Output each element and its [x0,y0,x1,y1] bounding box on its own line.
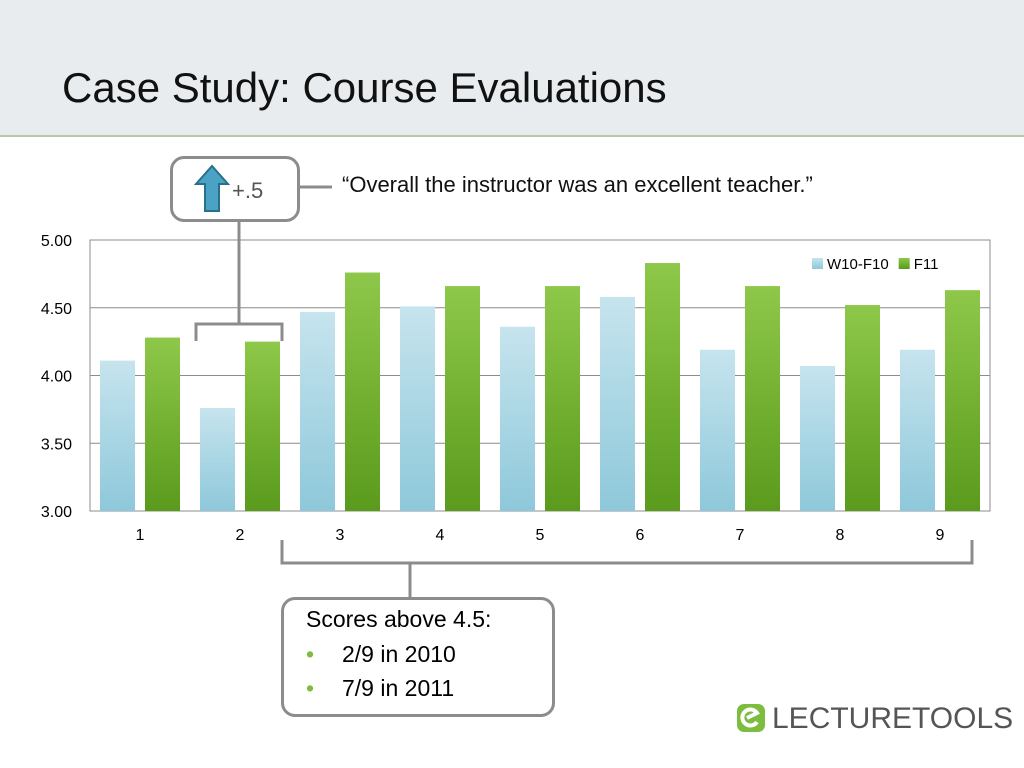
bar-f11 [245,341,280,511]
bar-f11 [345,272,380,511]
bullet-item: • 2/9 in 2010 [306,641,456,667]
slide-header [0,0,1024,137]
y-tick-label: 3.00 [41,504,72,521]
scores-bracket [280,540,974,565]
y-tick-label: 4.00 [41,369,72,386]
evaluation-quote: “Overall the instructor was an excellent… [342,172,813,197]
bar-f11 [845,305,880,511]
lecturetools-logo-icon [737,704,765,732]
bar-w10-f10 [700,349,735,511]
legend-label: W10-F10 [827,256,889,273]
delta-bracket [194,322,284,341]
bar-w10-f10 [400,306,435,511]
bar-f11 [945,290,980,511]
x-tick-label: 9 [936,527,945,544]
x-tick-label: 1 [136,527,145,544]
bar-f11 [145,337,180,511]
legend-label: F11 [914,256,939,273]
scores-callout [281,597,555,717]
bar-w10-f10 [300,311,335,511]
bar-w10-f10 [600,296,635,511]
bullet-text: 7/9 in 2011 [342,675,455,701]
bar-f11 [645,263,680,511]
y-tick-label: 3.50 [41,436,72,453]
up-arrow-icon [194,164,230,212]
x-tick-label: 7 [736,527,745,544]
logo-text: LECTURETOOLS [772,702,1014,735]
legend-swatch [812,258,823,269]
x-tick-label: 4 [436,527,445,544]
bar-w10-f10 [200,408,235,511]
bar-w10-f10 [900,349,935,511]
x-tick-label: 2 [236,527,245,544]
bar-f11 [545,286,580,511]
x-tick-label: 5 [536,527,545,544]
scores-title: Scores above 4.5: [306,606,492,632]
y-tick-label: 5.00 [41,233,72,250]
bullet-text: 2/9 in 2010 [342,641,456,667]
bar-f11 [745,286,780,511]
delta-callout [170,156,300,222]
delta-label: +.5 [232,178,264,203]
bar-w10-f10 [800,366,835,511]
bullet-item: • 7/9 in 2011 [306,675,455,701]
bar-f11 [445,286,480,511]
slide-title: Case Study: Course Evaluations [62,64,667,111]
y-tick-label: 4.50 [41,301,72,318]
bar-w10-f10 [100,360,135,511]
legend-swatch [898,258,910,269]
bar-w10-f10 [500,326,535,511]
x-tick-label: 8 [836,527,845,544]
x-tick-label: 3 [336,527,345,544]
x-tick-label: 6 [636,527,645,544]
